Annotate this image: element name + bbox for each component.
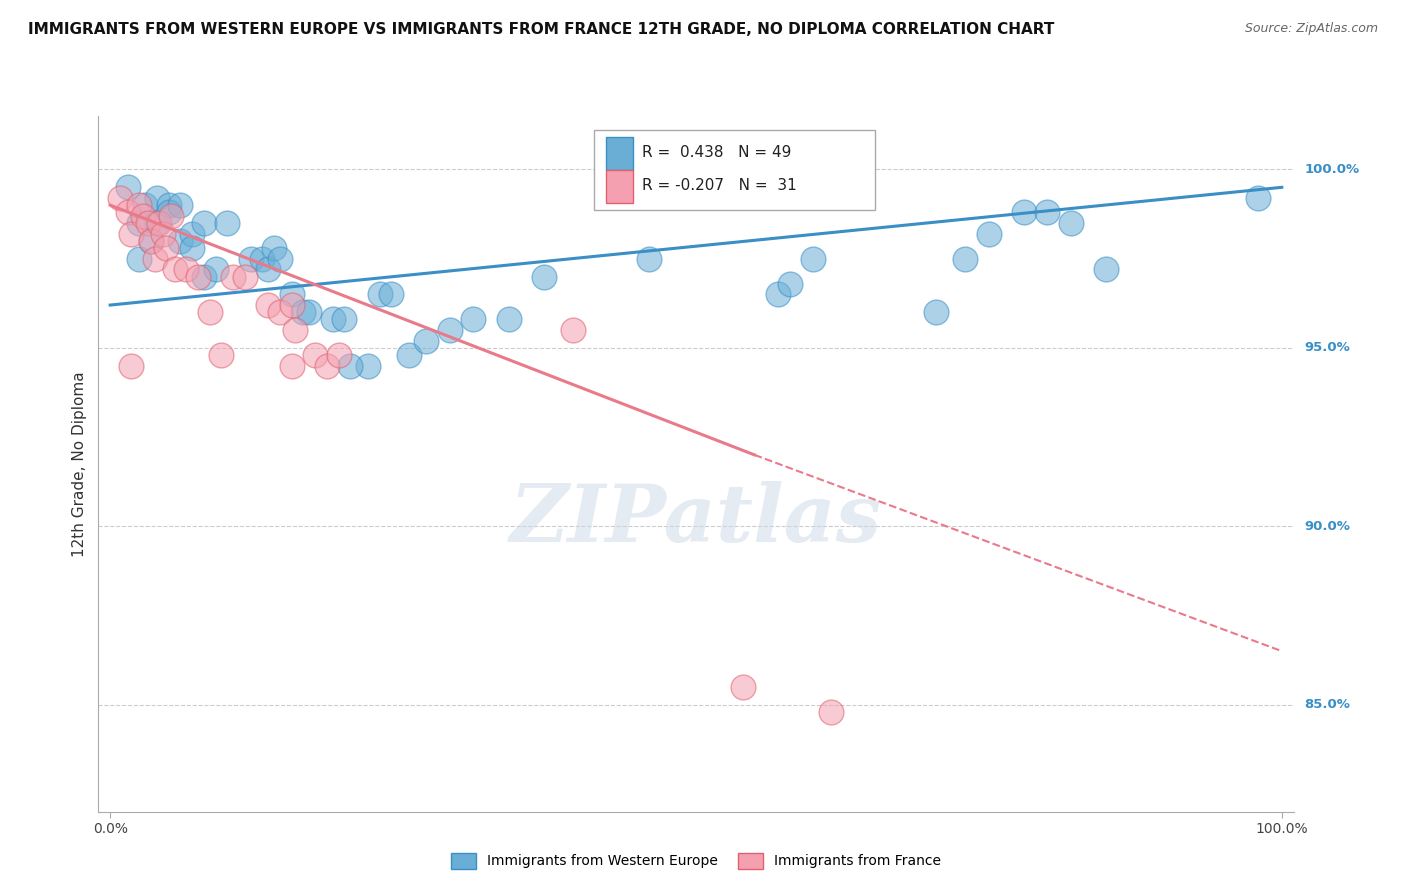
Text: 90.0%: 90.0%: [1305, 520, 1351, 533]
Point: [132, 209, 155, 223]
Point: [120, 359, 142, 373]
Point: [117, 205, 139, 219]
Point: [128, 216, 150, 230]
Point: [955, 252, 977, 266]
Point: [281, 287, 304, 301]
Point: [801, 252, 824, 266]
Point: [169, 234, 191, 248]
Point: [193, 269, 215, 284]
Point: [315, 359, 337, 373]
Point: [398, 348, 420, 362]
Point: [257, 262, 280, 277]
Point: [820, 705, 842, 719]
Point: [233, 269, 256, 284]
Point: [1095, 262, 1118, 277]
Point: [134, 198, 156, 212]
Text: 85.0%: 85.0%: [1305, 698, 1351, 711]
Point: [120, 227, 142, 241]
Point: [157, 205, 180, 219]
Point: [169, 198, 191, 212]
Text: ZIPatlas: ZIPatlas: [510, 481, 882, 558]
FancyBboxPatch shape: [606, 136, 633, 170]
Point: [152, 227, 174, 241]
Point: [339, 359, 361, 373]
Point: [561, 323, 585, 337]
Point: [160, 209, 183, 223]
Point: [252, 252, 274, 266]
Point: [128, 198, 150, 212]
Point: [977, 227, 1000, 241]
Point: [380, 287, 402, 301]
Point: [292, 305, 315, 319]
Text: R =  0.438   N = 49: R = 0.438 N = 49: [643, 145, 792, 161]
Point: [174, 262, 197, 277]
Point: [533, 269, 555, 284]
FancyBboxPatch shape: [606, 169, 633, 203]
Point: [181, 227, 204, 241]
Point: [148, 216, 170, 230]
Point: [163, 262, 186, 277]
Point: [128, 252, 150, 266]
Point: [284, 323, 307, 337]
Point: [146, 191, 169, 205]
Point: [222, 269, 245, 284]
Text: 100.0%: 100.0%: [1305, 163, 1360, 176]
Point: [217, 216, 239, 230]
Point: [766, 287, 789, 301]
Point: [187, 269, 209, 284]
Point: [198, 305, 221, 319]
Point: [298, 305, 321, 319]
Legend: Immigrants from Western Europe, Immigrants from France: Immigrants from Western Europe, Immigran…: [444, 847, 948, 874]
Text: IMMIGRANTS FROM WESTERN EUROPE VS IMMIGRANTS FROM FRANCE 12TH GRADE, NO DIPLOMA : IMMIGRANTS FROM WESTERN EUROPE VS IMMIGR…: [28, 22, 1054, 37]
Point: [146, 216, 169, 230]
Point: [779, 277, 801, 291]
Point: [157, 198, 180, 212]
Point: [1247, 191, 1270, 205]
Point: [181, 241, 204, 255]
Point: [141, 234, 163, 248]
Point: [1060, 216, 1083, 230]
Point: [322, 312, 344, 326]
Point: [269, 305, 291, 319]
Point: [141, 234, 163, 248]
Point: [463, 312, 485, 326]
Point: [136, 216, 159, 230]
Point: [281, 298, 304, 312]
Text: 95.0%: 95.0%: [1305, 342, 1350, 354]
Point: [333, 312, 356, 326]
Point: [281, 359, 304, 373]
FancyBboxPatch shape: [595, 130, 875, 210]
Point: [155, 241, 177, 255]
Point: [143, 252, 166, 266]
Point: [1012, 205, 1035, 219]
Y-axis label: 12th Grade, No Diploma: 12th Grade, No Diploma: [72, 371, 87, 557]
Point: [269, 252, 291, 266]
Point: [239, 252, 262, 266]
Point: [108, 191, 131, 205]
Point: [304, 348, 326, 362]
Point: [731, 680, 754, 694]
Point: [117, 180, 139, 194]
Point: [415, 334, 437, 348]
Point: [357, 359, 380, 373]
Point: [204, 262, 226, 277]
Point: [1036, 205, 1059, 219]
Point: [439, 323, 461, 337]
Point: [263, 241, 285, 255]
Point: [328, 348, 350, 362]
Point: [193, 216, 215, 230]
Text: Source: ZipAtlas.com: Source: ZipAtlas.com: [1244, 22, 1378, 36]
Point: [211, 348, 233, 362]
Text: R = -0.207   N =  31: R = -0.207 N = 31: [643, 178, 797, 193]
Point: [257, 298, 280, 312]
Point: [498, 312, 520, 326]
Point: [925, 305, 948, 319]
Point: [638, 252, 661, 266]
Point: [368, 287, 391, 301]
